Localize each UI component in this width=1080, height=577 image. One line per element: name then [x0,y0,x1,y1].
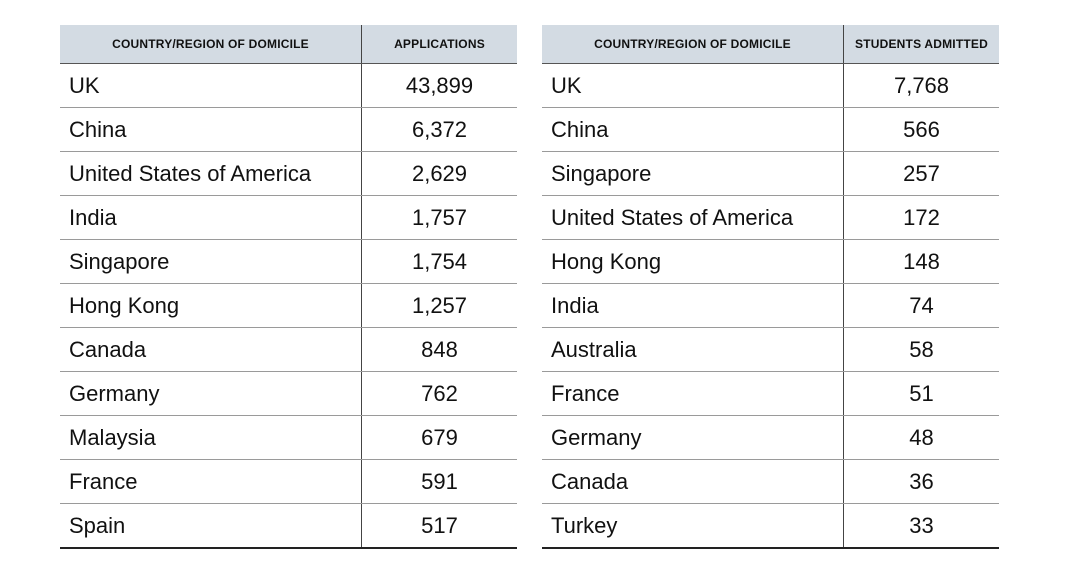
table-row: Australia 58 [542,327,999,372]
country-cell: UK [60,63,362,108]
table-row: Germany 762 [60,371,517,416]
table-row: Hong Kong 148 [542,239,999,284]
table-row: Canada 848 [60,327,517,372]
column-header-country: COUNTRY/REGION OF DOMICILE [60,25,362,64]
value-cell: 6,372 [361,107,517,152]
table-row: China 566 [542,107,999,152]
value-cell: 566 [843,107,999,152]
country-cell: France [542,371,844,416]
country-cell: United States of America [542,195,844,240]
table-row: France 51 [542,371,999,416]
country-cell: Hong Kong [60,283,362,328]
column-header-country: COUNTRY/REGION OF DOMICILE [542,25,844,64]
table-row: Spain 517 [60,503,517,549]
value-cell: 7,768 [843,63,999,108]
country-cell: China [60,107,362,152]
table-row: UK 43,899 [60,63,517,108]
table-row: Turkey 33 [542,503,999,549]
value-cell: 1,257 [361,283,517,328]
value-cell: 74 [843,283,999,328]
country-cell: Canada [542,459,844,504]
value-cell: 257 [843,151,999,196]
country-cell: Singapore [60,239,362,284]
table-header-row: COUNTRY/REGION OF DOMICILE APPLICATIONS [60,25,517,64]
value-cell: 591 [361,459,517,504]
value-cell: 148 [843,239,999,284]
country-cell: China [542,107,844,152]
value-cell: 679 [361,415,517,460]
country-cell: Hong Kong [542,239,844,284]
table-row: Singapore 257 [542,151,999,196]
country-cell: Singapore [542,151,844,196]
value-cell: 58 [843,327,999,372]
table-row: Malaysia 679 [60,415,517,460]
table-row: India 74 [542,283,999,328]
value-cell: 848 [361,327,517,372]
column-header-applications: APPLICATIONS [361,25,517,64]
value-cell: 51 [843,371,999,416]
table-row: Canada 36 [542,459,999,504]
country-cell: France [60,459,362,504]
value-cell: 172 [843,195,999,240]
value-cell: 1,754 [361,239,517,284]
country-cell: India [542,283,844,328]
country-cell: India [60,195,362,240]
country-cell: Australia [542,327,844,372]
value-cell: 762 [361,371,517,416]
value-cell: 36 [843,459,999,504]
students-admitted-table: COUNTRY/REGION OF DOMICILE STUDENTS ADMI… [542,25,999,549]
country-cell: United States of America [60,151,362,196]
value-cell: 48 [843,415,999,460]
table-row: United States of America 172 [542,195,999,240]
table-row: UK 7,768 [542,63,999,108]
table-row: Germany 48 [542,415,999,460]
table-row: Hong Kong 1,257 [60,283,517,328]
table-row: United States of America 2,629 [60,151,517,196]
country-cell: Canada [60,327,362,372]
country-cell: Malaysia [60,415,362,460]
applications-table: COUNTRY/REGION OF DOMICILE APPLICATIONS … [60,25,517,549]
value-cell: 43,899 [361,63,517,108]
table-header-row: COUNTRY/REGION OF DOMICILE STUDENTS ADMI… [542,25,999,64]
value-cell: 517 [361,503,517,549]
table-row: China 6,372 [60,107,517,152]
table-row: Singapore 1,754 [60,239,517,284]
table-row: France 591 [60,459,517,504]
value-cell: 2,629 [361,151,517,196]
table-row: India 1,757 [60,195,517,240]
country-cell: Turkey [542,503,844,549]
column-header-students-admitted: STUDENTS ADMITTED [843,25,999,64]
country-cell: Germany [60,371,362,416]
value-cell: 1,757 [361,195,517,240]
country-cell: Spain [60,503,362,549]
value-cell: 33 [843,503,999,549]
country-cell: Germany [542,415,844,460]
country-cell: UK [542,63,844,108]
